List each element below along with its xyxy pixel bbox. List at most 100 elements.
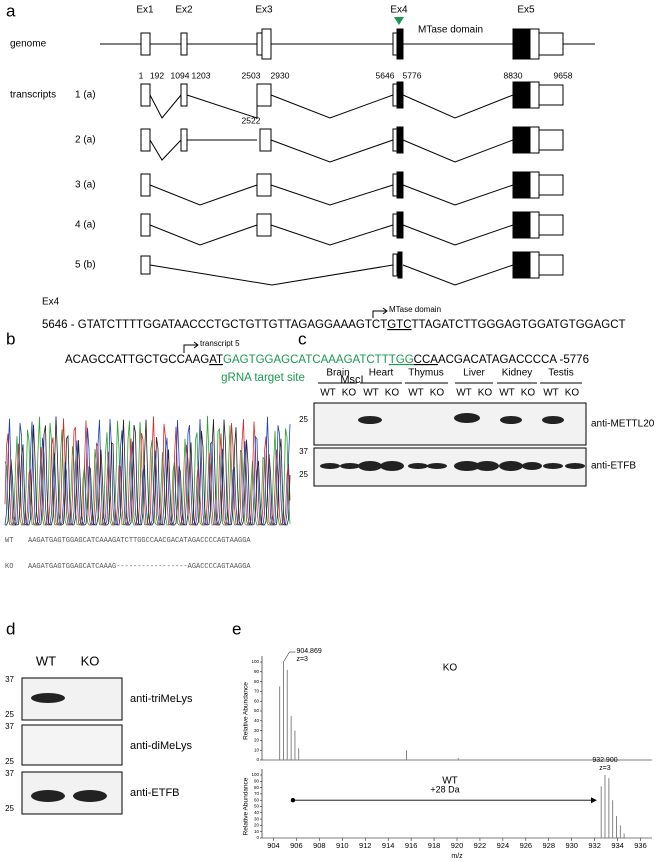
x-tick-label: 920 — [451, 841, 464, 850]
genome-label: genome — [10, 39, 47, 50]
exon — [512, 171, 531, 199]
tissue-label: Testis — [548, 368, 574, 379]
lane-label: KO — [521, 388, 536, 399]
exon — [529, 126, 540, 154]
exon — [529, 211, 540, 239]
y-tick-label: 20 — [254, 738, 260, 743]
marker-label: 25 — [5, 804, 14, 813]
y-tick-label: 30 — [254, 816, 260, 821]
sequence-note: transcript 5 — [200, 339, 240, 348]
x-tick-label: 904 — [267, 841, 280, 850]
position-label: 5646 — [376, 70, 395, 80]
peak-label: 932.900 — [592, 757, 617, 764]
position-label: 1094 — [171, 70, 190, 80]
y-tick-label: 90 — [254, 778, 260, 783]
y-tick-label: 100 — [251, 772, 259, 777]
y-tick-label: 60 — [254, 698, 260, 703]
sequence-part: GAGTGGAGCATCAAAGATCTT — [223, 354, 389, 366]
panel-label: b — [6, 329, 15, 348]
y-tick-label: 60 — [254, 797, 260, 802]
exon — [512, 251, 531, 279]
lane-label: KO — [565, 388, 580, 399]
antibody-label: anti-ETFB — [130, 787, 180, 799]
exon — [392, 128, 398, 152]
sequence-part: CCA — [414, 354, 439, 366]
marker-label: 37 — [5, 722, 14, 731]
exon — [140, 173, 151, 197]
marker-label: 37 — [299, 447, 308, 456]
genotype-label: WT — [5, 537, 13, 545]
sequence-part: AT — [209, 354, 223, 366]
exon — [512, 81, 531, 109]
x-tick-label: 922 — [474, 841, 487, 850]
exon — [538, 214, 564, 236]
y-tick-label: 30 — [254, 728, 260, 733]
exon — [396, 126, 404, 154]
antibody-label: anti-diMeLys — [130, 740, 192, 752]
transcript-label: 2 (a) — [75, 135, 96, 146]
lane-label: WT — [456, 388, 472, 399]
position-label: 9658 — [554, 70, 573, 80]
lane-label: KO — [342, 388, 357, 399]
x-tick-label: 936 — [634, 841, 647, 850]
x-tick-label: 932 — [588, 841, 601, 850]
exon-label: Ex2 — [175, 5, 193, 16]
charge-label: z=3 — [599, 765, 611, 772]
exon-label: Ex4 — [390, 5, 408, 16]
y-tick-label: 10 — [254, 829, 260, 834]
lane-label: WT — [499, 388, 515, 399]
position-label: 1203 — [192, 70, 211, 80]
y-tick-label: 50 — [254, 804, 260, 809]
exon — [256, 173, 272, 197]
y-tick-label: 50 — [254, 708, 260, 713]
chromatogram-trace — [5, 416, 291, 526]
x-tick-label: 928 — [543, 841, 556, 850]
exon-label: Ex1 — [136, 5, 154, 16]
x-tick-label: 926 — [520, 841, 533, 850]
arrow-start — [290, 798, 296, 803]
panel-label: d — [6, 619, 15, 638]
exon — [259, 128, 272, 152]
y-tick-label: 10 — [254, 747, 260, 752]
lane-label: WT — [543, 388, 559, 399]
marker-label: 25 — [5, 757, 14, 766]
tissue-label: Brain — [326, 368, 349, 379]
exon — [396, 211, 404, 239]
position-label: 2522 — [242, 115, 261, 125]
x-tick-label: 918 — [428, 841, 441, 850]
sequence-part: TGG — [389, 354, 414, 366]
chromatogram-trace — [4, 416, 291, 526]
x-tick-label: 906 — [290, 841, 303, 850]
position-label: 8830 — [504, 70, 523, 80]
exon — [392, 173, 398, 197]
antibody-label: anti-METTL20 — [591, 419, 655, 430]
gene-structure — [100, 17, 595, 286]
marker-label: 25 — [299, 415, 308, 424]
y-axis-label: Relative Abundance — [243, 682, 250, 740]
antibody-label: anti-triMeLys — [130, 693, 193, 705]
lane-label: KO — [430, 388, 445, 399]
transcript-label: 5 (b) — [75, 260, 96, 271]
x-tick-label: 930 — [565, 841, 578, 850]
grna-label: gRNA target site — [221, 372, 305, 384]
exon-label: Ex3 — [255, 5, 273, 16]
exon — [512, 211, 531, 239]
transcript — [140, 126, 564, 154]
sequence: AAGATGAGTGGAGCATCAAAGATCTTGGCCAACGACATAG… — [28, 537, 251, 545]
exon — [256, 83, 272, 107]
genotype-label: KO — [443, 663, 458, 674]
shift-label: +28 Da — [430, 785, 459, 795]
exon — [180, 128, 188, 152]
exon — [180, 83, 188, 107]
exon — [512, 126, 531, 154]
panel-label: c — [298, 329, 307, 348]
marker-label: 25 — [5, 710, 14, 719]
transcript-label: 3 (a) — [75, 180, 96, 191]
transcript — [140, 251, 564, 279]
position-label: 192 — [150, 70, 164, 80]
position-label: 5776 — [403, 70, 422, 80]
exon — [140, 213, 151, 237]
sequence-part: 5646 - GTATCTTTTGGATAACCCTGCTGTTGTTAGAGG… — [42, 319, 387, 331]
x-tick-label: 908 — [313, 841, 326, 850]
exon — [140, 128, 151, 152]
